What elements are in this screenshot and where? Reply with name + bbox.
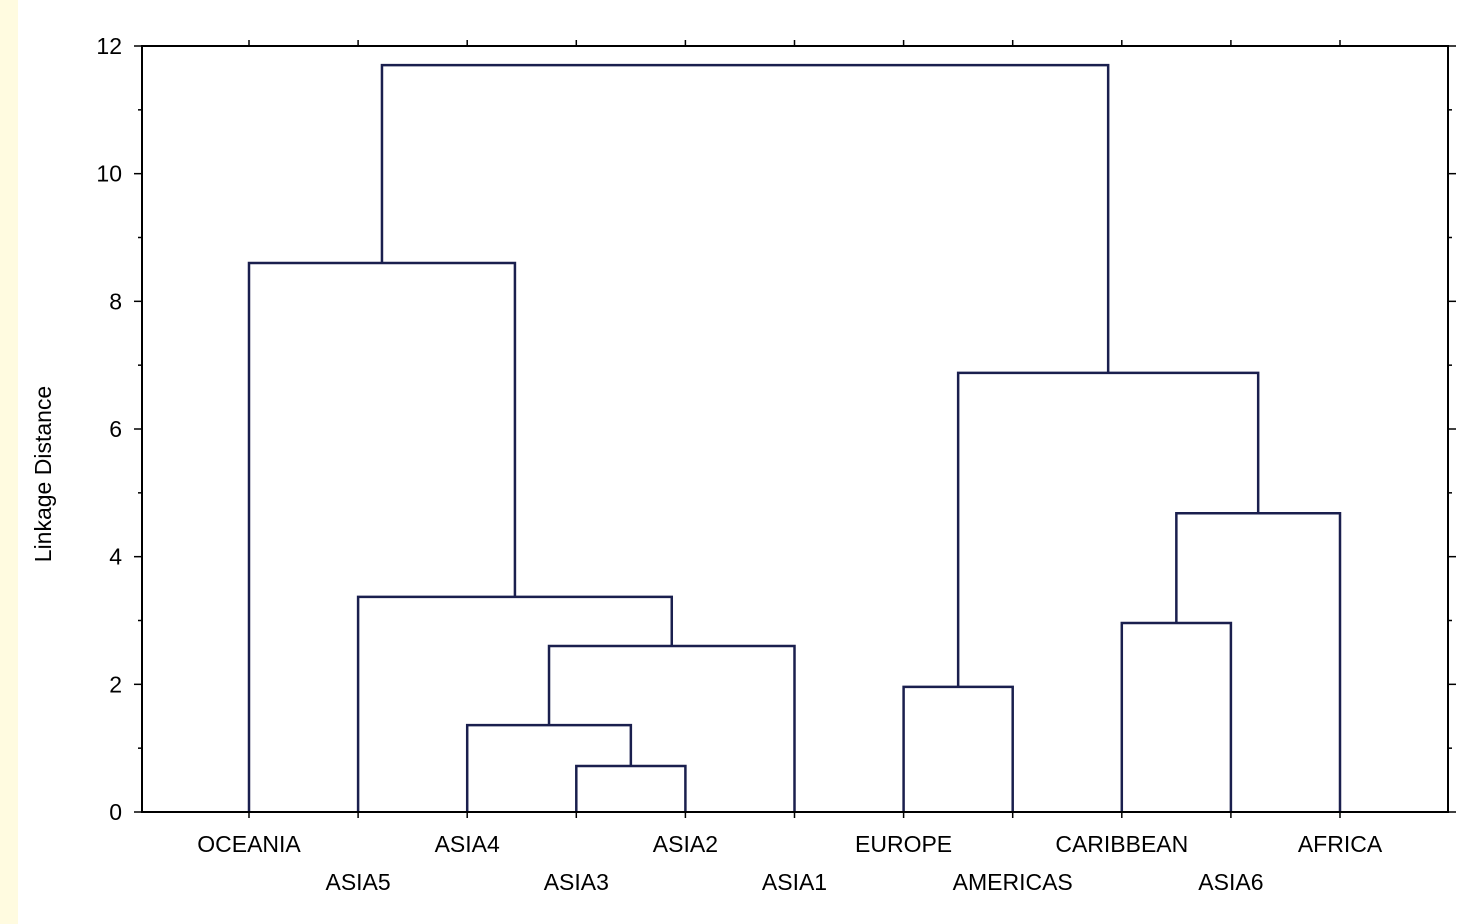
y-tick-label-0: 0 — [109, 799, 122, 825]
y-axis-label: Linkage Distance — [30, 386, 56, 562]
plot-area-background — [18, 0, 1483, 924]
leaf-label-asia1: ASIA1 — [762, 869, 827, 895]
y-tick-label-6: 6 — [109, 416, 122, 442]
y-tick-label-8: 8 — [109, 288, 122, 314]
leaf-label-asia2: ASIA2 — [653, 831, 718, 857]
leaf-label-asia3: ASIA3 — [544, 869, 609, 895]
leaf-label-caribbean: CARIBBEAN — [1055, 831, 1188, 857]
leaf-label-asia4: ASIA4 — [435, 831, 500, 857]
leaf-label-asia6: ASIA6 — [1198, 869, 1263, 895]
leaf-label-africa: AFRICA — [1298, 831, 1383, 857]
y-tick-label-2: 2 — [109, 671, 122, 697]
leaf-label-americas: AMERICAS — [953, 869, 1073, 895]
leaf-label-oceania: OCEANIA — [197, 831, 301, 857]
leaf-label-europe: EUROPE — [855, 831, 952, 857]
dendrogram-link-10 — [380, 63, 1110, 373]
y-tick-label-10: 10 — [96, 161, 122, 187]
y-tick-label-4: 4 — [109, 544, 122, 570]
dendrogram-links — [247, 63, 1342, 812]
leaf-label-asia5: ASIA5 — [325, 869, 390, 895]
y-axis: 0 2 4 6 8 10 12 — [96, 33, 1456, 825]
leaf-labels: OCEANIA ASIA5 ASIA4 ASIA3 ASIA2 ASIA1 EUROPEAM… — [197, 831, 1383, 895]
y-tick-label-12: 12 — [96, 33, 122, 59]
